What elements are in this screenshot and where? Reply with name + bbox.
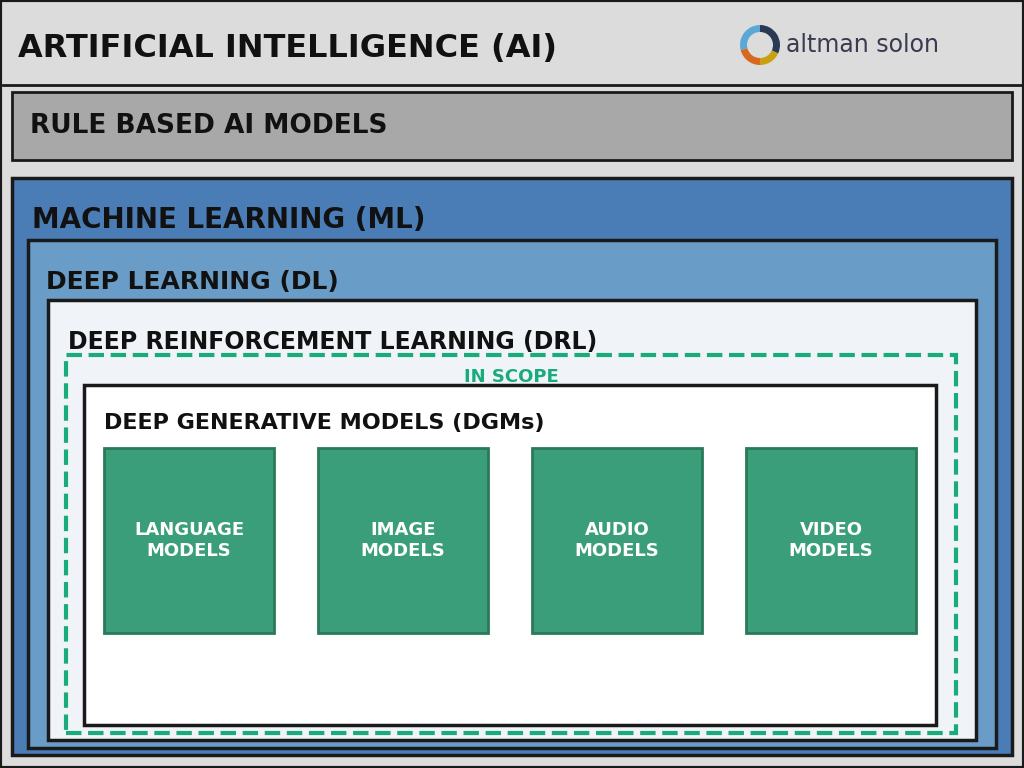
Text: IMAGE
MODELS: IMAGE MODELS (360, 521, 445, 560)
Text: MACHINE LEARNING (ML): MACHINE LEARNING (ML) (32, 206, 426, 234)
Text: ARTIFICIAL INTELLIGENCE (AI): ARTIFICIAL INTELLIGENCE (AI) (18, 32, 557, 64)
Bar (532, 448, 702, 633)
Wedge shape (740, 48, 760, 65)
Text: DEEP LEARNING (DL): DEEP LEARNING (DL) (46, 270, 339, 294)
Text: DEEP REINFORCEMENT LEARNING (DRL): DEEP REINFORCEMENT LEARNING (DRL) (68, 330, 597, 354)
Bar (104, 448, 274, 633)
Bar (746, 448, 916, 633)
Bar (12, 92, 1012, 160)
Text: AUDIO
MODELS: AUDIO MODELS (574, 521, 659, 560)
Wedge shape (760, 51, 778, 65)
Text: LANGUAGE
MODELS: LANGUAGE MODELS (134, 521, 244, 560)
Bar (318, 448, 488, 633)
Wedge shape (760, 25, 780, 54)
Text: altman solon: altman solon (786, 33, 939, 57)
Text: DEEP GENERATIVE MODELS (DGMs): DEEP GENERATIVE MODELS (DGMs) (104, 413, 545, 433)
Bar (28, 240, 996, 748)
Text: RULE BASED AI MODELS: RULE BASED AI MODELS (30, 113, 387, 139)
Text: VIDEO
MODELS: VIDEO MODELS (788, 521, 873, 560)
Bar (12, 178, 1012, 755)
Bar (66, 355, 956, 733)
Text: IN SCOPE: IN SCOPE (464, 368, 558, 386)
Bar (48, 300, 976, 740)
Bar (84, 385, 936, 725)
Wedge shape (740, 25, 760, 50)
